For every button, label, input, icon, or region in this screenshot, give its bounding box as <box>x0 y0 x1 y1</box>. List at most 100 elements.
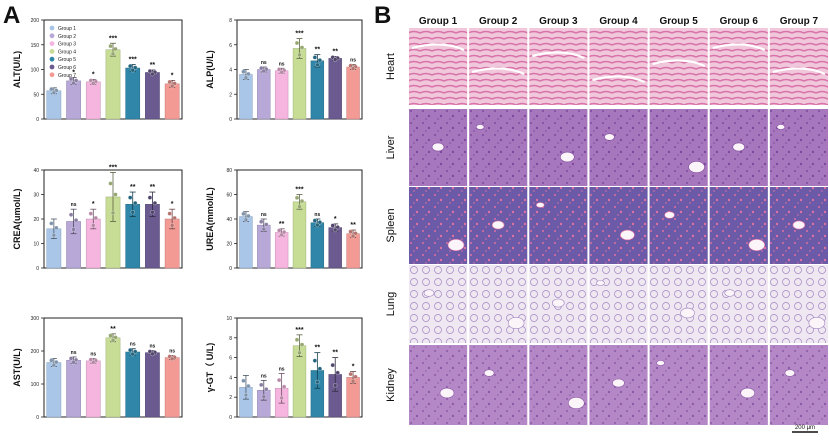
data-point <box>150 71 155 77</box>
data-point <box>317 220 323 225</box>
histology-tile <box>589 265 648 343</box>
bar <box>310 222 325 269</box>
data-point <box>299 198 305 204</box>
significance-label: ns <box>261 60 267 66</box>
data-point <box>246 213 251 219</box>
data-point <box>91 223 96 228</box>
data-point <box>259 382 264 387</box>
y-tick-label: 100 <box>31 382 40 388</box>
significance-label: *** <box>129 57 137 64</box>
data-point <box>294 40 300 46</box>
data-point <box>169 83 175 89</box>
significance-label: * <box>171 72 174 79</box>
significance-label: ns <box>261 212 267 218</box>
data-point <box>333 57 338 62</box>
legend-label: Group 3 <box>58 42 76 48</box>
data-point <box>294 195 300 200</box>
data-point <box>243 75 249 80</box>
bar <box>346 233 360 269</box>
histology-tissue-label: Kidney <box>385 368 397 402</box>
histology-lumen <box>447 239 465 252</box>
data-point <box>167 79 172 85</box>
histology-tile <box>409 345 468 425</box>
data-point <box>68 356 74 361</box>
data-point <box>335 225 340 230</box>
bar <box>257 69 271 120</box>
data-point <box>241 69 246 74</box>
bar <box>85 360 101 418</box>
data-point <box>49 221 54 226</box>
histology-group-label: Group 3 <box>539 16 578 27</box>
y-tick-label: 150 <box>31 43 40 49</box>
histology-tile <box>529 28 588 105</box>
data-point <box>73 78 79 83</box>
data-point <box>297 204 302 209</box>
bar <box>145 72 160 120</box>
bar <box>125 67 141 120</box>
data-point <box>49 358 54 363</box>
significance-label: ns <box>71 202 77 208</box>
y-tick-label: 10 <box>226 316 232 322</box>
y-tick-label: 40 <box>226 217 232 223</box>
significance-label: *** <box>295 327 303 334</box>
scale-bar-label: 200 μm <box>795 425 815 431</box>
data-point <box>71 227 76 232</box>
significance-label: ns <box>169 349 175 355</box>
data-point <box>113 192 118 197</box>
y-tick-label: 100 <box>31 68 40 74</box>
y-tick-label: 8 <box>229 336 232 342</box>
significance-label: ** <box>279 221 285 228</box>
histology-tile <box>769 28 828 105</box>
histology-lumen <box>491 220 505 230</box>
data-point <box>150 351 155 357</box>
histology-tile <box>709 28 768 105</box>
data-point <box>281 229 287 235</box>
bar <box>310 60 325 120</box>
histology-tile <box>709 265 768 343</box>
data-point <box>110 338 116 343</box>
data-point <box>172 81 177 86</box>
data-point <box>128 195 133 200</box>
y-tick-label: 4 <box>229 68 232 74</box>
histology-lumen <box>792 220 806 230</box>
data-point <box>147 195 153 200</box>
legend-label: Group 6 <box>58 65 76 71</box>
significance-label: ns <box>130 342 136 348</box>
histology-tile <box>769 265 828 343</box>
data-point <box>315 62 320 68</box>
y-axis-label: UREA(mmol/L) <box>205 187 215 251</box>
data-point <box>297 52 302 58</box>
histology-tile <box>589 187 648 264</box>
data-point <box>353 231 358 236</box>
histology-gap <box>712 43 766 52</box>
significance-label: *** <box>295 187 303 194</box>
data-point <box>110 51 116 57</box>
data-point <box>350 233 356 239</box>
data-point <box>128 348 133 353</box>
data-point <box>353 374 358 379</box>
significance-label: ** <box>150 184 156 191</box>
histology-tile <box>769 345 828 425</box>
histology-lumen <box>567 396 585 409</box>
histology-gap <box>592 75 646 84</box>
significance-label: ns <box>150 344 156 350</box>
significance-label: ns <box>90 352 96 358</box>
data-point <box>73 218 79 223</box>
data-point <box>172 215 177 221</box>
data-point <box>312 218 318 223</box>
histology-lumen <box>656 360 665 366</box>
data-point <box>348 229 353 234</box>
y-tick-label: 10 <box>33 242 39 248</box>
data-point <box>113 335 118 340</box>
histology-lumen <box>423 289 435 297</box>
significance-label: * <box>72 69 75 76</box>
data-point <box>350 379 356 384</box>
legend-label: Group 5 <box>58 57 76 63</box>
significance-label: ns <box>314 212 320 218</box>
significance-label: * <box>92 201 95 208</box>
data-point <box>333 383 338 388</box>
data-point <box>243 392 249 398</box>
data-point <box>261 394 266 399</box>
